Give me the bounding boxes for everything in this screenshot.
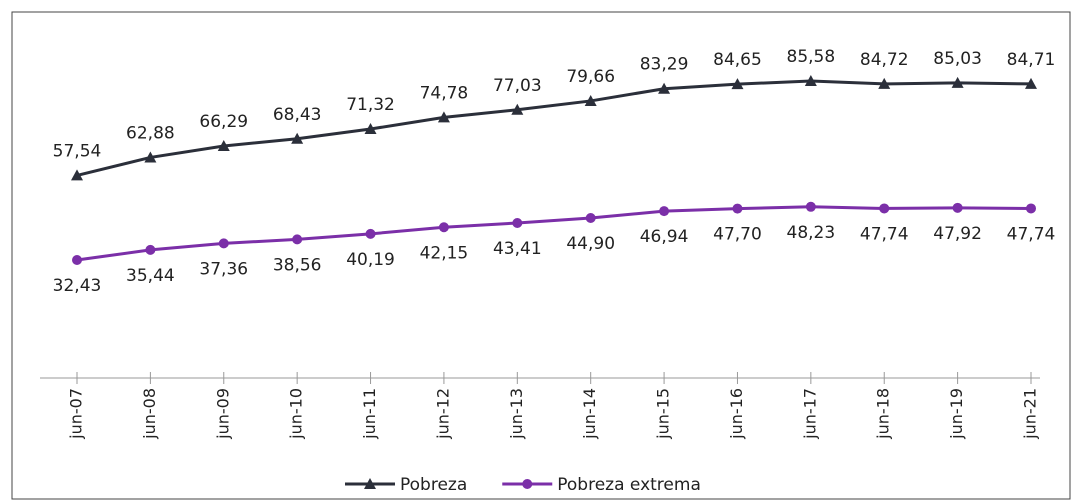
point <box>879 203 890 214</box>
line <box>76 205 1032 262</box>
legend-marker <box>522 479 533 489</box>
data-label: 44,90 <box>566 234 615 254</box>
data-label: 43,41 <box>493 239 542 259</box>
x-tick-label: jun-08 <box>140 388 159 440</box>
point <box>438 222 449 233</box>
point <box>584 94 597 106</box>
x-tick-label: jun-10 <box>287 388 306 440</box>
x-tick-label: jun-11 <box>360 388 379 440</box>
data-label: 62,88 <box>126 123 175 143</box>
point <box>72 255 82 265</box>
point <box>291 132 304 144</box>
data-label: 74,78 <box>420 83 469 103</box>
data-label: 35,44 <box>126 266 175 286</box>
point <box>292 234 303 245</box>
data-label: 40,19 <box>346 250 395 270</box>
data-label: 48,23 <box>787 223 836 243</box>
point <box>731 78 744 90</box>
point <box>144 151 157 163</box>
data-label: 66,29 <box>199 112 248 132</box>
point <box>217 139 230 151</box>
point <box>511 103 524 115</box>
legend-label: Pobreza <box>400 475 467 495</box>
x-tick-label: jun-18 <box>874 388 893 440</box>
data-label: 47,70 <box>713 225 762 245</box>
point <box>952 202 963 213</box>
point <box>1026 203 1036 214</box>
point <box>145 244 156 255</box>
point <box>218 238 229 249</box>
point <box>585 213 596 224</box>
point <box>1025 77 1037 89</box>
data-label: 77,03 <box>493 76 542 96</box>
data-label: 71,32 <box>346 95 395 115</box>
data-label: 46,94 <box>640 227 689 247</box>
x-tick-label: jun-17 <box>800 388 819 440</box>
data-label: 47,74 <box>860 224 909 244</box>
data-label: 68,43 <box>273 105 322 125</box>
x-tick-label: jun-09 <box>213 388 232 440</box>
point <box>805 201 816 212</box>
data-label: 83,29 <box>640 55 689 75</box>
point <box>437 111 450 123</box>
x-tick-label: jun-15 <box>654 388 673 440</box>
legend-marker <box>364 478 376 489</box>
x-tick-label: jun-13 <box>507 388 526 440</box>
line <box>76 79 1032 177</box>
x-tick-label: jun-07 <box>67 388 86 440</box>
point <box>804 75 817 86</box>
data-label: 85,03 <box>933 49 982 69</box>
data-label: 32,43 <box>53 276 102 296</box>
x-tick-label: jun-21 <box>1021 388 1040 440</box>
data-label: 47,92 <box>933 224 982 244</box>
frame <box>11 11 1071 500</box>
point <box>658 82 671 94</box>
point <box>512 218 523 229</box>
x-tick-label: jun-19 <box>947 388 966 440</box>
data-label: 84,71 <box>1007 50 1056 70</box>
data-label: 42,15 <box>420 243 469 263</box>
point <box>951 76 964 88</box>
x-tick-label: jun-16 <box>727 388 746 440</box>
data-label: 84,65 <box>713 50 762 70</box>
data-label: 57,54 <box>53 141 102 161</box>
data-label: 84,72 <box>860 50 909 70</box>
x-tick-label: jun-14 <box>580 388 599 440</box>
point <box>732 203 743 214</box>
data-label: 79,66 <box>566 67 615 87</box>
x-tick-label: jun-12 <box>433 388 452 440</box>
data-label: 38,56 <box>273 255 322 275</box>
data-label: 47,74 <box>1007 224 1056 244</box>
legend-label: Pobreza extrema <box>557 475 701 495</box>
data-label: 37,36 <box>199 259 248 279</box>
point <box>659 206 670 217</box>
point <box>71 169 83 181</box>
data-label: 85,58 <box>787 47 836 67</box>
point <box>364 123 377 135</box>
point <box>878 77 891 89</box>
point <box>365 228 376 239</box>
